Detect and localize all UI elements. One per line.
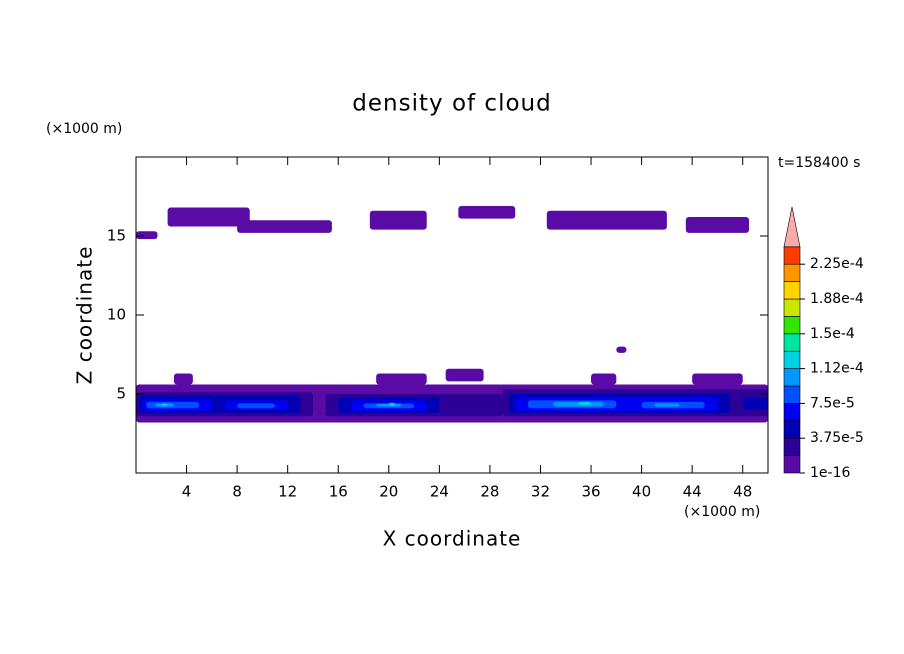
- contour-patch: [616, 346, 627, 353]
- colorbar-tick-label: 2.25e-4: [810, 256, 864, 272]
- y-tick-label: 5: [116, 385, 126, 403]
- colorbar-box: [783, 368, 801, 387]
- x-axis-title: X coordinate: [383, 527, 522, 551]
- colorbar-tick-label: 1.88e-4: [810, 291, 864, 307]
- chart-title: density of cloud: [352, 91, 551, 117]
- colorbar-box: [783, 333, 801, 352]
- contour-patch: [237, 220, 332, 233]
- colorbar-box: [783, 281, 801, 300]
- contour-patch: [136, 231, 158, 240]
- x-unit: (×1000 m): [684, 504, 760, 520]
- colorbar-box: [783, 316, 801, 335]
- contour-patch: [654, 403, 680, 407]
- contour-patch: [388, 402, 396, 406]
- colorbar-tick-label: 7.5e-5: [810, 395, 855, 411]
- colorbar-box: [783, 246, 801, 265]
- contour-patch: [237, 403, 276, 409]
- y-tick-label: 10: [107, 306, 126, 324]
- colorbar-box: [783, 298, 801, 317]
- contour-patch: [742, 397, 768, 410]
- x-tick-label: 28: [480, 483, 499, 501]
- contour-patch: [591, 373, 617, 385]
- contour-patch: [553, 401, 604, 407]
- time-label: t=158400 s: [778, 155, 860, 171]
- y-axis-title: Z coordinate: [73, 246, 97, 385]
- colorbar-tick-label: 1.12e-4: [810, 361, 864, 377]
- colorbar-tick-label: 1.5e-4: [810, 326, 855, 342]
- contour-patch: [376, 373, 427, 385]
- x-tick-label: 48: [733, 483, 752, 501]
- contour-patch: [369, 210, 427, 230]
- contour-patch: [376, 403, 402, 407]
- colorbar-box: [783, 455, 801, 474]
- y-unit: (×1000 m): [46, 121, 122, 137]
- colorbar-tick-label: 1e-16: [810, 465, 850, 481]
- x-tick-label: 20: [379, 483, 398, 501]
- x-tick-label: 40: [632, 483, 651, 501]
- x-tick-label: 32: [531, 483, 550, 501]
- colorbar-box: [783, 385, 801, 404]
- contour-patch: [685, 217, 750, 233]
- contour-patch: [445, 368, 484, 382]
- contour-patch: [578, 401, 592, 406]
- x-tick-label: 44: [683, 483, 702, 501]
- contour-patch: [546, 210, 667, 230]
- colorbar-box: [783, 350, 801, 369]
- x-tick-label: 16: [329, 483, 348, 501]
- contour-patch: [161, 403, 168, 406]
- x-tick-label: 24: [430, 483, 449, 501]
- x-tick-label: 12: [278, 483, 297, 501]
- x-tick-label: 4: [182, 483, 192, 501]
- contour-patch: [167, 207, 250, 227]
- contour-patch: [458, 205, 516, 219]
- colorbar-extension: [783, 206, 801, 248]
- colorbar-box: [783, 403, 801, 422]
- colorbar-tick-label: 3.75e-5: [810, 430, 864, 446]
- colorbar-box: [783, 263, 801, 282]
- y-tick-label: 15: [107, 227, 126, 245]
- x-tick-label: 8: [232, 483, 242, 501]
- x-tick-label: 36: [581, 483, 600, 501]
- contour-patch: [173, 373, 193, 385]
- colorbar-box: [783, 437, 801, 456]
- contour-patch: [692, 373, 743, 385]
- plot-frame: [135, 156, 769, 474]
- colorbar-box: [783, 420, 801, 439]
